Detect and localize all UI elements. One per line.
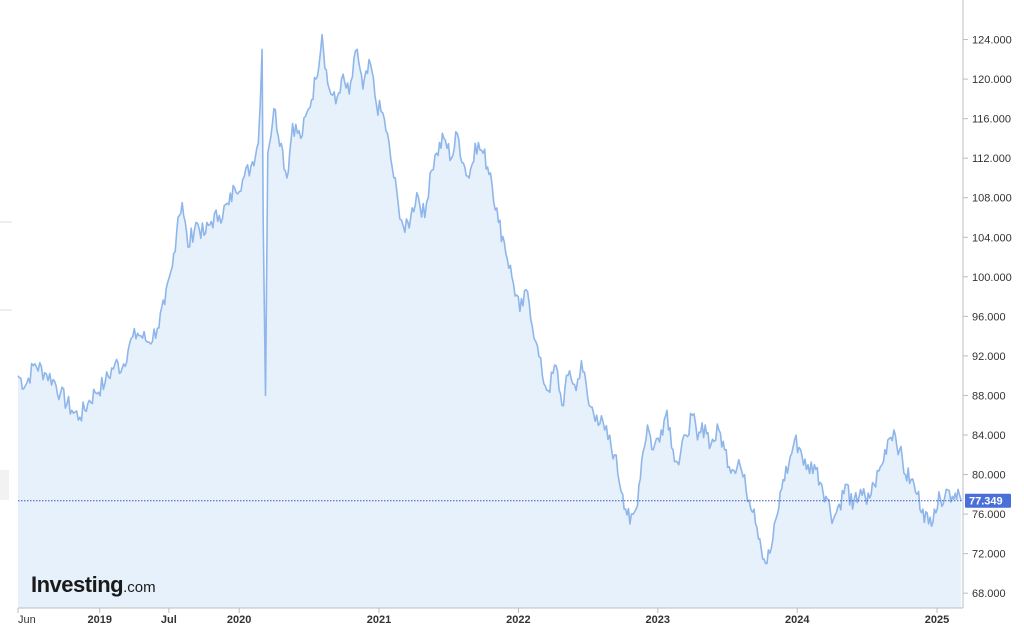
y-tick-label: 92.000 (972, 351, 1006, 363)
svg-text:Investing.com: Investing.com (31, 572, 156, 597)
x-tick-label: 2024 (785, 614, 810, 626)
y-tick-label: 124.000 (972, 35, 1012, 47)
y-tick-label: 108.000 (972, 193, 1012, 205)
brand-domain: .com (123, 579, 156, 596)
y-tick-label: 120.000 (972, 74, 1012, 86)
y-tick-label: 112.000 (972, 153, 1011, 165)
x-tick-label: Jun (18, 614, 36, 626)
x-tick-label: 2022 (506, 614, 530, 626)
y-tick-label: 88.000 (972, 390, 1006, 402)
x-tick-label: 2023 (646, 614, 670, 626)
y-tick-label: 100.000 (972, 272, 1012, 284)
price-line (17, 33, 962, 565)
brand-name: Investing (31, 572, 123, 597)
x-tick-label: Jul (161, 614, 177, 626)
y-tick-label: 72.000 (972, 549, 1006, 561)
left-edge-controls (0, 221, 12, 500)
x-tick-label: 2020 (227, 614, 251, 626)
price-area (18, 34, 962, 609)
x-tick-label: 2025 (925, 614, 949, 626)
x-axis: Jun 2019 Jul 2020 2021 2022 2023 2024 2025 (17, 608, 949, 626)
x-tick-label: 2019 (87, 614, 111, 626)
y-axis: 68.000 72.000 76.000 80.000 84.000 88.000 92.0… (963, 35, 1012, 600)
investing-logo: Investing.com (31, 572, 156, 597)
y-tick-label: 84.000 (972, 430, 1006, 442)
last-price-value: 77.349 (969, 496, 1003, 508)
left-edge-panel (0, 470, 9, 500)
x-tick-label: 2021 (367, 614, 391, 626)
y-tick-label: 96.000 (972, 311, 1006, 323)
y-tick-label: 76.000 (972, 509, 1006, 521)
y-tick-label: 80.000 (972, 470, 1006, 482)
y-tick-label: 104.000 (972, 232, 1012, 244)
y-tick-label: 68.000 (972, 588, 1006, 600)
last-price-badge-bg (965, 493, 1011, 508)
y-tick-label: 116.000 (972, 114, 1011, 126)
last-price-badge: 77.349 (965, 493, 1011, 508)
